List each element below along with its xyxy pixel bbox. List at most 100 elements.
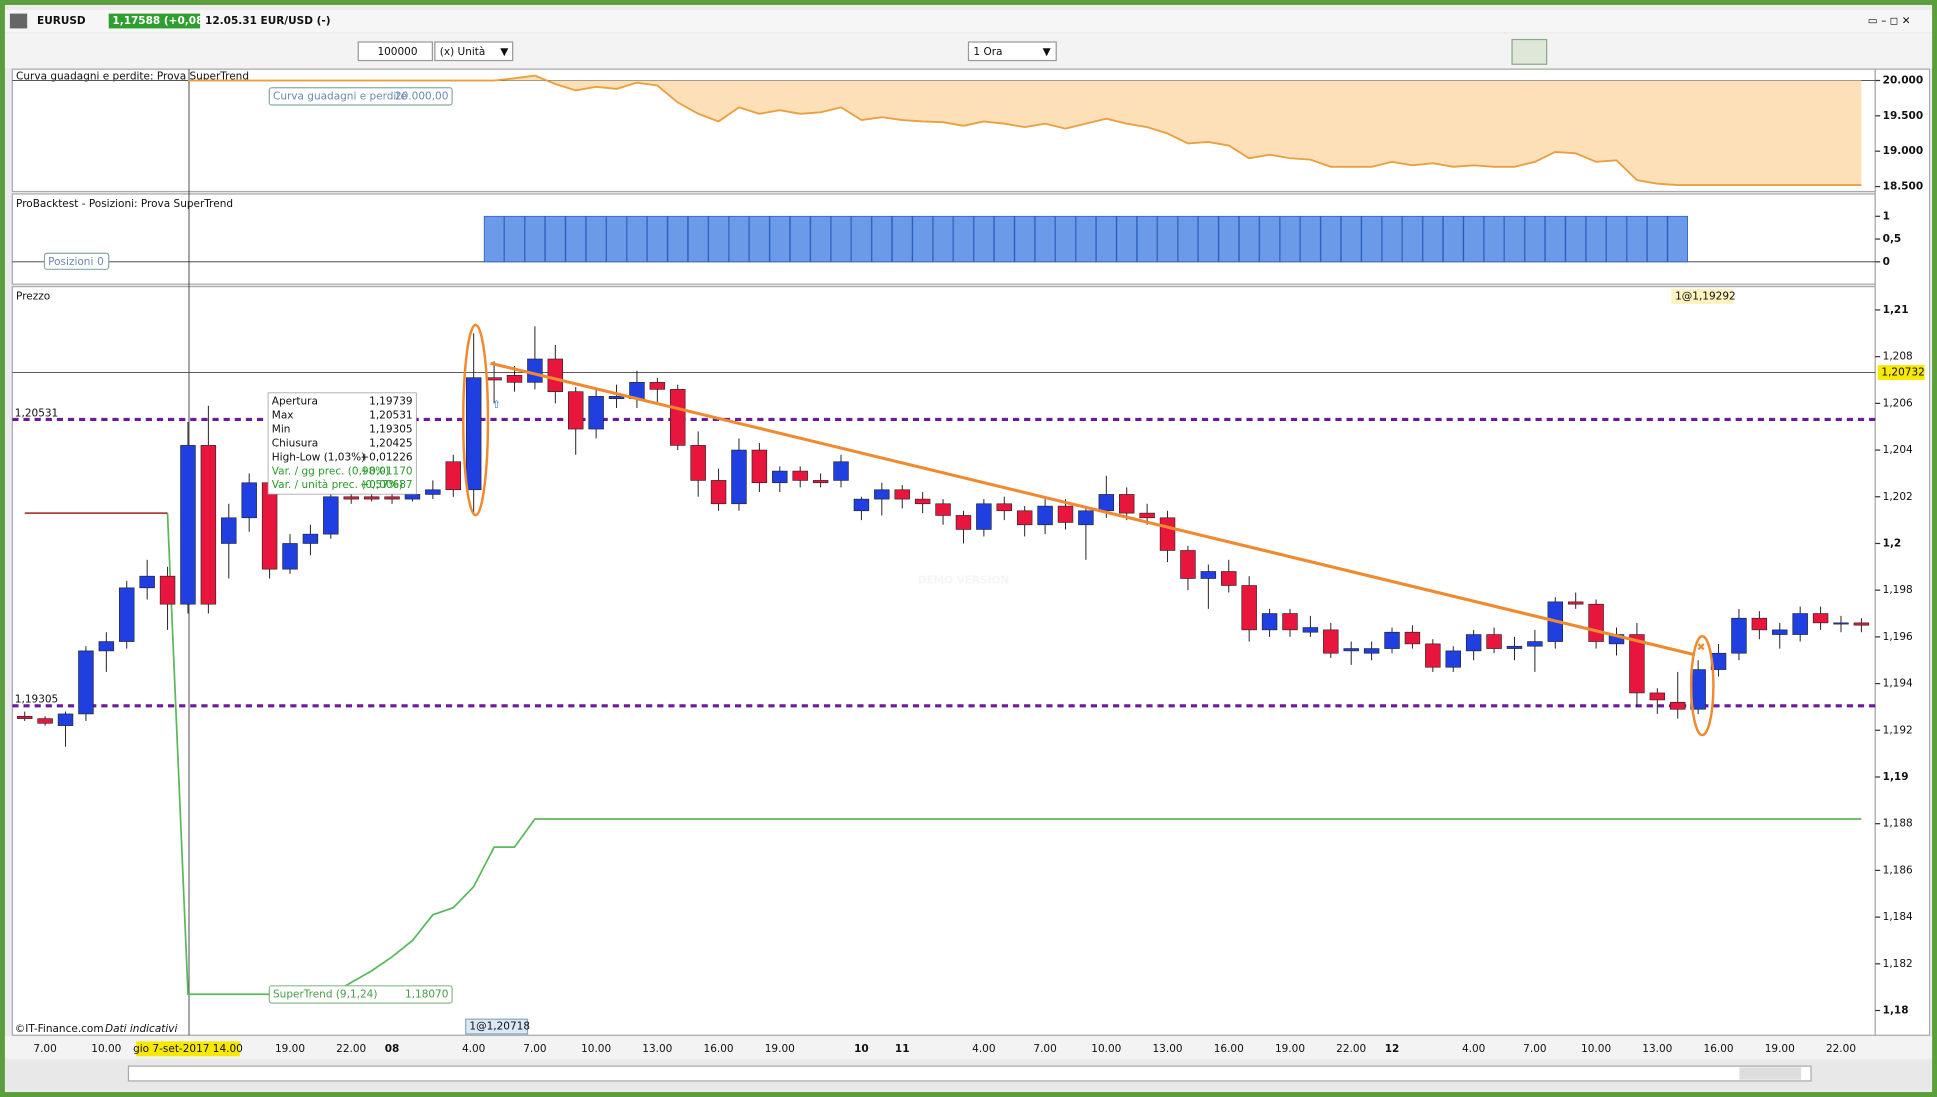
position-bar — [871, 215, 893, 263]
candle-body — [833, 461, 849, 481]
position-bar — [1136, 215, 1158, 263]
scrollbar[interactable] — [127, 1065, 1812, 1082]
x-tick-label: 7.00 — [523, 1043, 546, 1055]
y-tick-label: 1,2 — [1883, 537, 1902, 549]
candle-body — [1016, 510, 1033, 526]
dropdown-arrow: ▼ — [500, 46, 509, 58]
candle-body — [894, 489, 910, 500]
candle-body — [588, 396, 604, 430]
candle-body — [57, 713, 74, 726]
tooltip-label: Max — [272, 409, 294, 421]
candle-body — [363, 496, 380, 500]
y-tick-label: 1,202 — [1883, 491, 1913, 503]
candle-body — [1833, 622, 1849, 625]
candle-body — [343, 496, 359, 500]
candle-body — [1588, 603, 1604, 642]
overlay: ✖ ⇧ Apertura 1,19739 Max 1,20531 Min 1,19305 C… — [43, 87, 1736, 1035]
x-tick-label: 10.00 — [581, 1043, 611, 1055]
position-bar — [810, 215, 831, 263]
candle-body — [1465, 634, 1482, 652]
position-bar — [1340, 215, 1362, 263]
candle-body — [1567, 601, 1584, 605]
candle-body — [1445, 650, 1461, 668]
panel-title: Prezzo — [16, 290, 50, 302]
quantity-input[interactable] — [357, 41, 433, 62]
position-bar — [1034, 215, 1056, 263]
x-tick-label: 08 — [385, 1043, 400, 1055]
y-tick-label: 19.500 — [1883, 110, 1924, 122]
candle-body — [1139, 512, 1155, 519]
y-tick-label: 1,188 — [1883, 818, 1913, 830]
candle-body — [506, 375, 523, 383]
position-bar — [1157, 215, 1178, 263]
tooltip-label: Min — [272, 423, 291, 435]
position-bar — [912, 215, 933, 263]
x-tick-label: 4.00 — [972, 1043, 995, 1055]
x-tick-label: 19.00 — [765, 1043, 795, 1055]
tooltip-value: +0,00687 — [360, 479, 412, 491]
window-menu[interactable] — [9, 13, 28, 29]
x-tick-label: 16.00 — [1704, 1043, 1734, 1055]
x-tick-label: 22.00 — [1826, 1043, 1856, 1055]
tooltip-value: 1,20425 — [369, 437, 412, 449]
x-tick-label: 4.00 — [462, 1043, 485, 1055]
position-bar — [1279, 215, 1301, 263]
x-tick-label: 19.00 — [1275, 1043, 1305, 1055]
candle-body — [1425, 643, 1441, 668]
position-bar — [1667, 215, 1688, 263]
position-bar — [1055, 215, 1076, 263]
x-tick-label: 22.00 — [336, 1043, 366, 1055]
candle-body — [1098, 494, 1115, 512]
position-bar — [1585, 215, 1607, 263]
position-bar — [932, 215, 954, 263]
y-tick-label: 1,192 — [1883, 724, 1913, 736]
candle-body — [649, 382, 666, 390]
position-bar — [1442, 215, 1464, 263]
y-tick-label: 1,18 — [1883, 1005, 1909, 1017]
unit-select[interactable] — [434, 41, 514, 62]
position-bar — [524, 215, 546, 263]
candle-body — [874, 489, 890, 500]
panel-title: ProBacktest - Posizioni: Prova SuperTren… — [16, 198, 233, 210]
position-bar — [953, 215, 974, 263]
y-tick-label: 1,198 — [1883, 584, 1913, 596]
candle-body — [180, 445, 196, 605]
window-controls[interactable]: ▭ – ◻ ✕ — [1868, 15, 1911, 27]
chart-type-button[interactable] — [1511, 38, 1548, 65]
position-bar — [1014, 215, 1035, 263]
y-tick-label: 18.500 — [1883, 181, 1924, 193]
candle-body — [567, 391, 584, 430]
position-bar — [1320, 215, 1342, 263]
quote: 1,17588 (+0,08%) — [112, 15, 218, 27]
scroll-thumb[interactable] — [1739, 1067, 1802, 1080]
value-axis — [1874, 68, 1931, 1036]
candle-body — [1057, 505, 1074, 523]
x-tick-label: 13.00 — [642, 1043, 672, 1055]
tooltip-label: Var. / unità prec. (0,57%) — [272, 479, 403, 491]
candle-body — [1506, 645, 1523, 649]
position-bar — [1361, 215, 1382, 263]
position-bar — [545, 215, 566, 263]
y-tick-label: 1,206 — [1883, 397, 1913, 409]
cursor-date-box — [136, 1041, 240, 1057]
candle-body — [221, 517, 237, 544]
position-bar — [769, 215, 791, 263]
quantity: 100000 — [377, 46, 417, 58]
tooltip-value: +0,01170 — [360, 465, 412, 477]
candle-body — [486, 377, 502, 381]
candle-body — [16, 715, 33, 719]
candle-body — [425, 489, 441, 495]
position-bar — [994, 215, 1015, 263]
timeframe-select[interactable] — [967, 41, 1057, 62]
candle-body — [772, 470, 788, 484]
position-bar — [1647, 215, 1668, 263]
x-tick-label: 13.00 — [1153, 1043, 1183, 1055]
position-bar — [1381, 215, 1403, 263]
legend-name: Posizioni — [48, 256, 93, 268]
trade-label-box — [1671, 289, 1734, 304]
candle-body — [445, 461, 461, 491]
position-bar — [1545, 215, 1566, 263]
candle-body — [1363, 648, 1380, 654]
y-tick-label: 1,194 — [1883, 678, 1913, 690]
